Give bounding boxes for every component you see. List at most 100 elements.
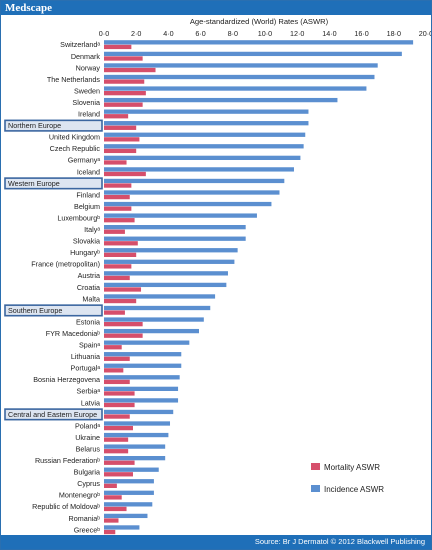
incidence-bar — [104, 328, 199, 334]
legend: Mortality ASWR Incidence ASWR — [311, 463, 384, 494]
mortality-bar — [104, 379, 130, 385]
incidence-bar — [104, 97, 338, 103]
x-tick-label: 0·0 — [99, 29, 109, 38]
x-tick-label: 14·0 — [322, 29, 336, 38]
category-label: Ireland — [78, 110, 100, 119]
incidence-bar — [104, 340, 190, 345]
category-label: The Netherlands — [47, 75, 101, 84]
mortality-bar — [104, 298, 137, 304]
incidence-bar — [104, 305, 211, 311]
mortality-bar — [104, 322, 143, 327]
x-tick-label: 8·0 — [228, 29, 238, 38]
category-label: Malta — [82, 294, 100, 303]
header-bar: Medscape — [1, 1, 431, 15]
category-label: Czech Republic — [50, 144, 101, 153]
category-label: Central and Eastern Europe — [8, 410, 97, 419]
category-label: Iceland — [77, 167, 100, 176]
category-label: Finland — [76, 190, 100, 199]
x-tick-label: 20·0 — [419, 29, 431, 38]
mortality-bar — [104, 356, 130, 361]
category-label: Latvia — [81, 398, 100, 407]
mortality-bar — [104, 194, 130, 200]
mortality-bar — [104, 264, 132, 269]
incidence-bar — [104, 132, 306, 137]
category-label: Bulgaria — [74, 468, 100, 477]
mortality-bar — [104, 102, 143, 107]
incidence-bar — [104, 317, 204, 322]
category-label: Northern Europe — [8, 121, 61, 130]
category-label: Denmark — [71, 52, 101, 61]
mortality-bar — [104, 287, 142, 292]
category-label: Greeceᵇ — [74, 525, 101, 534]
mortality-bar — [104, 206, 132, 211]
incidence-bar — [104, 86, 367, 91]
category-label: Bosnia Herzegovena — [33, 375, 100, 384]
x-tick-label: 10·0 — [258, 29, 272, 38]
bar-chart: Age-standardized (World) Rates (ASWR) 0·… — [4, 17, 431, 535]
category-label: Italyᵃ — [84, 225, 100, 234]
incidence-bar — [104, 178, 285, 184]
mortality-bar — [104, 275, 130, 281]
incidence-bar — [104, 444, 166, 449]
incidence-bar — [104, 109, 309, 114]
x-tick-label: 18·0 — [387, 29, 401, 38]
mortality-bar — [104, 252, 137, 257]
mortality-bar — [104, 44, 132, 50]
mortality-bar — [104, 460, 135, 465]
category-label: Germanyᵃ — [68, 156, 101, 165]
mortality-bar — [104, 518, 119, 523]
incidence-bar — [104, 467, 159, 472]
mortality-bar — [104, 148, 137, 154]
mortality-bar — [104, 91, 146, 96]
region-box — [4, 177, 103, 190]
category-label: Norway — [76, 63, 101, 72]
x-tick-label: 16·0 — [354, 29, 368, 38]
incidence-bar — [104, 271, 228, 276]
footer-bar: Source: Br J Dermatol © 2012 Blackwell P… — [1, 535, 431, 549]
category-label: Western Europe — [8, 179, 60, 188]
incidence-bar — [104, 144, 304, 149]
category-label: Russian Federationᵇ — [35, 456, 100, 465]
category-label: Portugalᵃ — [71, 364, 101, 373]
category-label: Ukraine — [75, 433, 100, 442]
category-label: Switzerlandᵃ — [60, 40, 100, 49]
mortality-bar — [104, 333, 143, 338]
mortality-bar — [104, 483, 117, 488]
category-label: Serbiaᵃ — [77, 387, 101, 396]
category-label: Polandᵃ — [75, 421, 100, 430]
incidence-bar — [104, 51, 402, 57]
category-label: Sweden — [74, 86, 100, 95]
incidence-bar — [104, 409, 174, 415]
category-label: Slovakia — [73, 237, 100, 246]
mortality-bar — [104, 310, 125, 315]
mortality-bar — [104, 529, 116, 535]
incidence-bar — [104, 502, 153, 507]
incidence-bar — [104, 375, 180, 380]
category-label: Estonia — [76, 317, 100, 326]
x-tick-label: 2·0 — [131, 29, 141, 38]
mortality-bar — [104, 56, 143, 61]
region-box — [4, 119, 103, 132]
chart-title: Age-standardized (World) Rates (ASWR) — [190, 17, 329, 26]
incidence-bar — [104, 225, 246, 230]
legend-incidence-label: Incidence ASWR — [324, 485, 384, 494]
incidence-bar — [104, 213, 257, 218]
incidence-bar — [104, 363, 182, 368]
category-label: United Kingdom — [49, 133, 100, 142]
mortality-bar — [104, 425, 133, 431]
mortality-bar — [104, 414, 130, 419]
mortality-bar — [104, 402, 135, 408]
incidence-bar — [104, 513, 148, 519]
incidence-bar — [104, 282, 227, 288]
x-tick-label: 4·0 — [163, 29, 173, 38]
medscape-logo: Medscape — [5, 2, 53, 14]
mortality-bar — [104, 368, 124, 373]
category-label: Slovenia — [72, 98, 100, 107]
category-label: FYR Macedoniaᵇ — [46, 329, 101, 338]
x-tick-label: 6·0 — [195, 29, 205, 38]
mortality-bar — [104, 79, 145, 84]
region-box — [4, 408, 103, 421]
incidence-bar — [104, 432, 169, 438]
incidence-bar — [104, 525, 140, 530]
